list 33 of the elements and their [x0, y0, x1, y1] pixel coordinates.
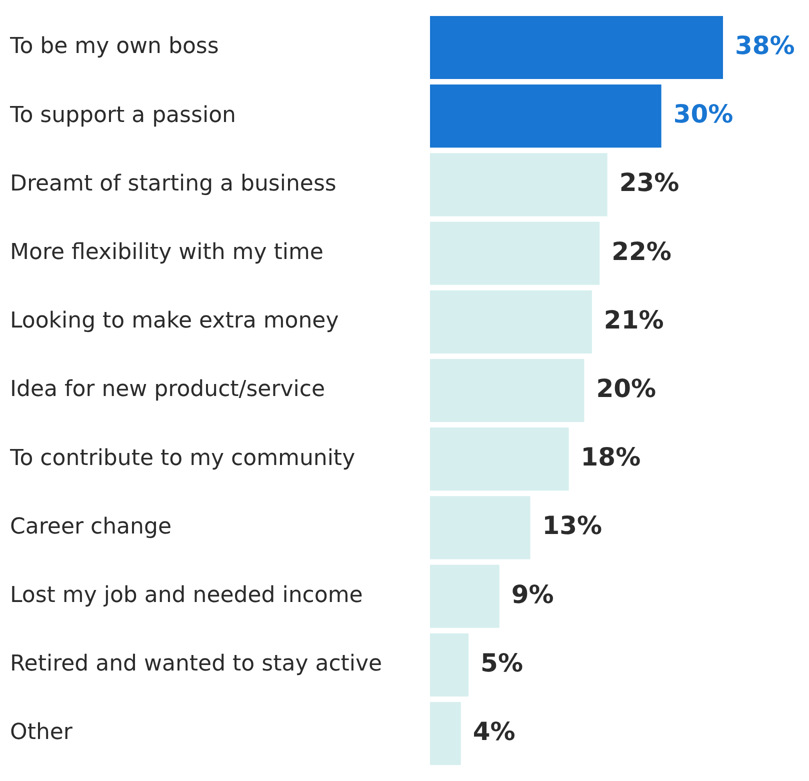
data-label: 30%: [673, 100, 734, 129]
y-tick-label: Dreamt of starting a business: [10, 171, 336, 196]
bar: [430, 16, 723, 80]
y-tick-label: Career change: [10, 514, 172, 540]
data-label: 5%: [480, 648, 524, 678]
bar: [430, 358, 584, 422]
y-tick-label: Idea for new product/service: [10, 377, 326, 402]
bar: [430, 153, 608, 216]
data-label: 9%: [511, 580, 554, 609]
y-tick-label: Other: [10, 720, 74, 746]
y-tick-label: To be my own boss: [9, 34, 219, 60]
data-label: 20%: [596, 374, 656, 403]
y-tick-label: Retired and wanted to stay active: [10, 652, 382, 677]
bar: [430, 428, 569, 491]
bar: [430, 290, 592, 354]
data-label: 21%: [604, 305, 664, 334]
y-tick-label: To contribute to my community: [9, 446, 356, 471]
data-label: 13%: [542, 511, 602, 540]
bar: [430, 222, 600, 285]
data-label: 38%: [735, 31, 795, 60]
data-label: 22%: [612, 236, 672, 266]
y-tick-label: More flexibility with my time: [10, 240, 324, 266]
bar: [430, 496, 530, 560]
y-tick-label: Looking to make extra money: [10, 308, 339, 334]
bar: [430, 564, 500, 628]
data-label: 18%: [580, 442, 641, 472]
data-label: 4%: [472, 717, 516, 746]
y-tick-label: To support a passion: [9, 102, 236, 128]
y-tick-label: Lost my job and needed income: [10, 583, 363, 608]
bar: [430, 84, 662, 148]
bar: [430, 702, 461, 766]
bar: [430, 633, 469, 696]
data-label: 23%: [619, 168, 680, 198]
